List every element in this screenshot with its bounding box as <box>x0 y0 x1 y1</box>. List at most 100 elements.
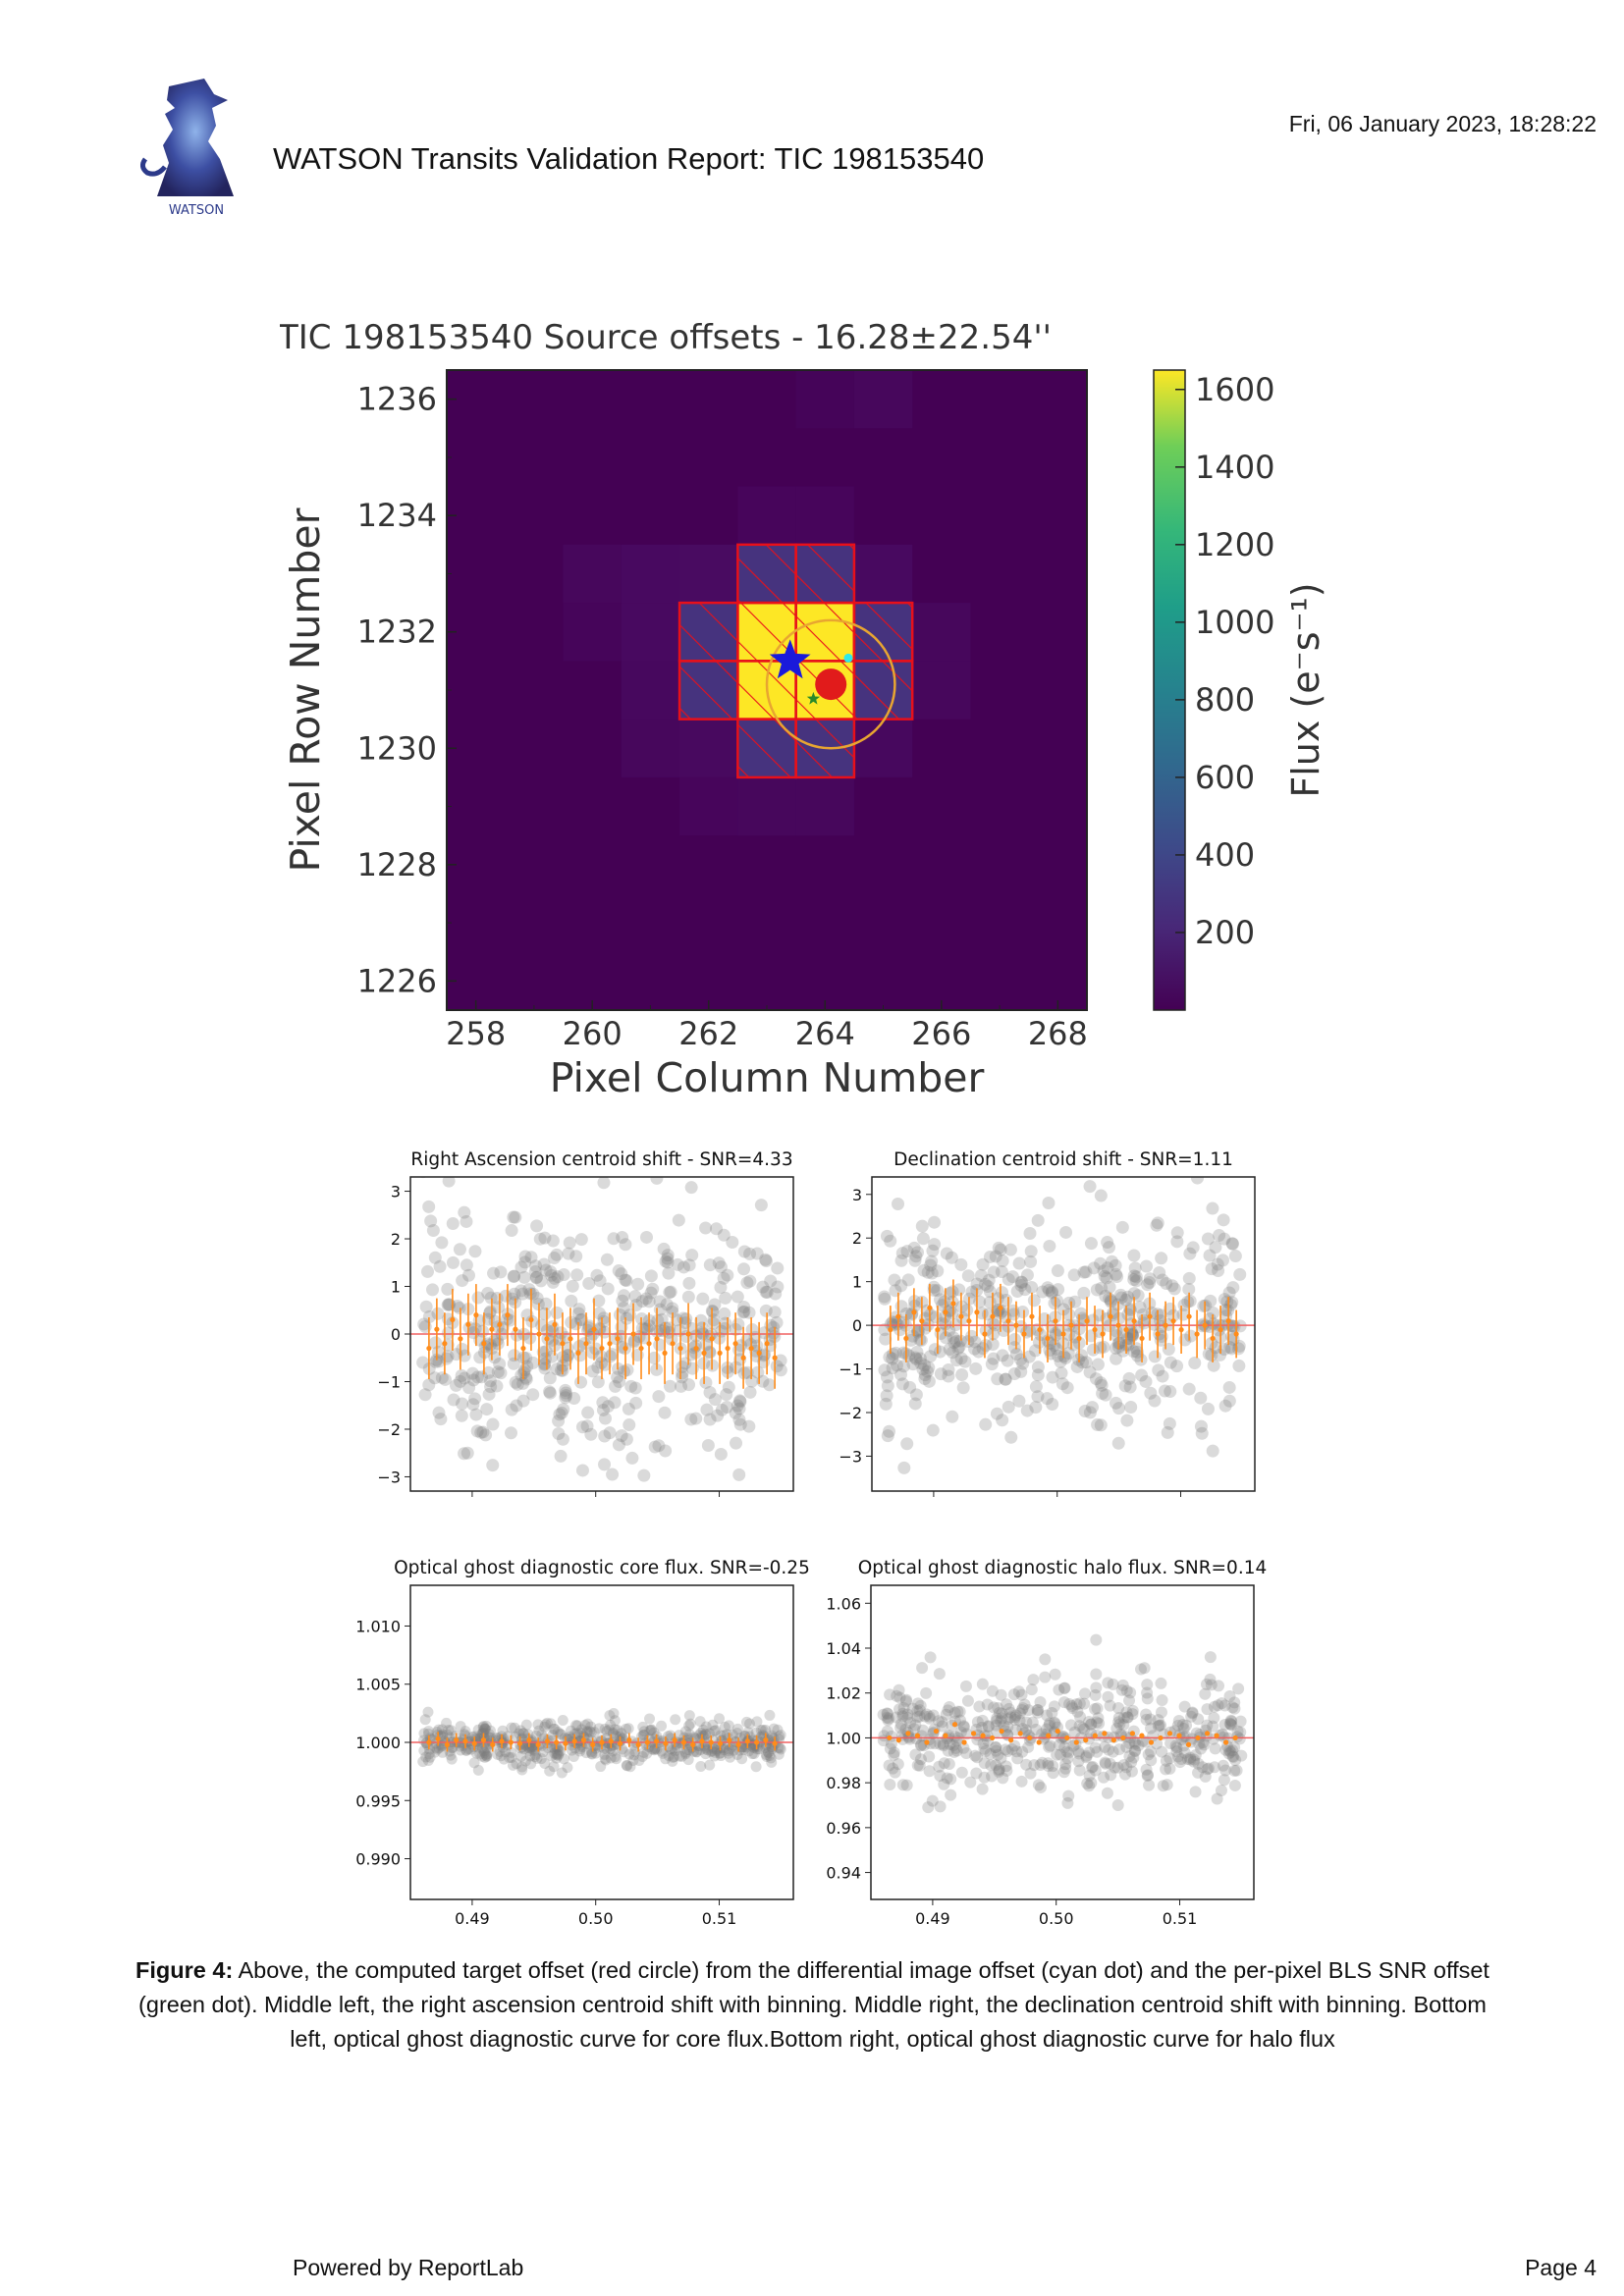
raw-data-point <box>424 1214 438 1228</box>
raw-data-point <box>990 1744 1002 1757</box>
heatmap-faint-pixel <box>563 603 622 662</box>
raw-data-point <box>458 1205 471 1219</box>
raw-data-point <box>490 1379 504 1393</box>
raw-data-point <box>514 1284 528 1298</box>
main-x-tick-label: 258 <box>446 1015 506 1052</box>
binned-point <box>434 1326 440 1332</box>
raw-data-point <box>970 1767 983 1780</box>
raw-data-point <box>711 1743 723 1755</box>
logo-text: WATSON <box>169 203 224 218</box>
raw-data-point <box>639 1292 653 1306</box>
raw-data-point <box>543 1386 557 1400</box>
raw-data-point <box>1184 1751 1197 1764</box>
raw-data-point <box>990 1719 1002 1732</box>
panel-x-tick-label: 0.49 <box>915 1909 950 1928</box>
binned-point <box>608 1738 614 1744</box>
raw-data-point <box>1027 1294 1041 1308</box>
raw-data-point <box>482 1387 496 1401</box>
panel-title: Optical ghost diagnostic core flux. SNR=… <box>394 1558 810 1578</box>
binned-point <box>748 1345 754 1352</box>
raw-data-point <box>884 1778 896 1790</box>
raw-data-point <box>1090 1283 1104 1297</box>
raw-data-point <box>717 1271 731 1285</box>
raw-data-point <box>494 1265 508 1279</box>
raw-data-point <box>888 1748 900 1761</box>
raw-data-point <box>671 1257 684 1271</box>
raw-data-point <box>1091 1417 1105 1431</box>
raw-data-point <box>1129 1745 1142 1758</box>
raw-data-point <box>429 1746 441 1758</box>
raw-data-point <box>1043 1740 1056 1753</box>
raw-data-point <box>1150 1218 1164 1232</box>
raw-data-point <box>934 1769 947 1782</box>
raw-data-point <box>1181 1753 1194 1766</box>
raw-data-point <box>670 1714 681 1726</box>
raw-data-point <box>657 1242 671 1255</box>
heatmap-faint-pixel <box>795 486 854 545</box>
raw-data-point <box>1192 1757 1205 1770</box>
raw-data-point <box>1199 1770 1212 1783</box>
raw-data-point <box>927 1283 941 1297</box>
raw-data-point <box>1034 1696 1047 1709</box>
raw-data-point <box>1110 1270 1124 1284</box>
raw-data-point <box>1197 1736 1210 1749</box>
raw-data-point <box>1022 1350 1036 1363</box>
raw-data-point <box>538 1357 552 1370</box>
binned-point <box>544 1336 550 1342</box>
raw-data-point <box>429 1336 443 1350</box>
raw-data-point <box>572 1303 586 1316</box>
heatmap-faint-pixel <box>737 776 796 836</box>
raw-data-point <box>1041 1709 1054 1722</box>
raw-data-point <box>1042 1760 1055 1773</box>
raw-data-point <box>1156 1369 1169 1383</box>
raw-data-point <box>1047 1760 1059 1773</box>
binned-point <box>677 1345 683 1352</box>
binned-point <box>1232 1735 1238 1741</box>
raw-data-point <box>982 1720 995 1733</box>
binned-point <box>998 1305 1003 1310</box>
raw-data-point <box>640 1322 654 1336</box>
raw-data-point <box>667 1744 678 1756</box>
raw-data-point <box>1227 1750 1240 1763</box>
raw-data-point <box>893 1683 905 1696</box>
binned-point <box>943 1733 948 1738</box>
raw-data-point <box>552 1427 566 1441</box>
raw-data-point <box>971 1751 984 1764</box>
binned-point <box>571 1738 577 1744</box>
raw-data-point <box>642 1295 656 1308</box>
raw-data-point <box>487 1266 501 1280</box>
raw-data-point <box>1184 1753 1197 1766</box>
raw-data-point <box>976 1783 989 1795</box>
raw-data-point <box>745 1374 759 1388</box>
raw-data-point <box>1182 1282 1196 1296</box>
raw-data-point <box>621 1759 632 1771</box>
raw-data-point <box>601 1400 615 1414</box>
raw-data-point <box>737 1744 749 1756</box>
raw-data-point <box>537 1746 549 1758</box>
raw-data-point <box>550 1248 564 1261</box>
raw-data-point <box>1194 1391 1208 1405</box>
raw-data-point <box>1223 1744 1236 1757</box>
binned-point <box>763 1737 769 1743</box>
raw-data-point <box>511 1377 524 1391</box>
binned-point <box>497 1321 503 1327</box>
raw-data-point <box>925 1255 939 1268</box>
raw-data-point <box>928 1238 942 1252</box>
raw-data-point <box>700 1403 714 1416</box>
raw-data-point <box>995 1715 1007 1728</box>
raw-data-point <box>1020 1268 1034 1282</box>
raw-data-point <box>1155 1706 1167 1719</box>
raw-data-point <box>1230 1764 1243 1777</box>
binned-point <box>458 1336 463 1342</box>
binned-point <box>508 1739 514 1745</box>
panel-y-tick-label: 0.990 <box>355 1850 401 1869</box>
raw-data-point <box>473 1351 487 1364</box>
raw-data-point <box>992 1702 1004 1715</box>
raw-data-point <box>759 1255 773 1268</box>
raw-data-point <box>1120 1706 1133 1719</box>
raw-data-point <box>676 1366 689 1380</box>
raw-data-point <box>927 1709 940 1722</box>
raw-data-point <box>668 1751 679 1763</box>
raw-data-point <box>675 1379 688 1393</box>
raw-data-point <box>572 1729 584 1740</box>
